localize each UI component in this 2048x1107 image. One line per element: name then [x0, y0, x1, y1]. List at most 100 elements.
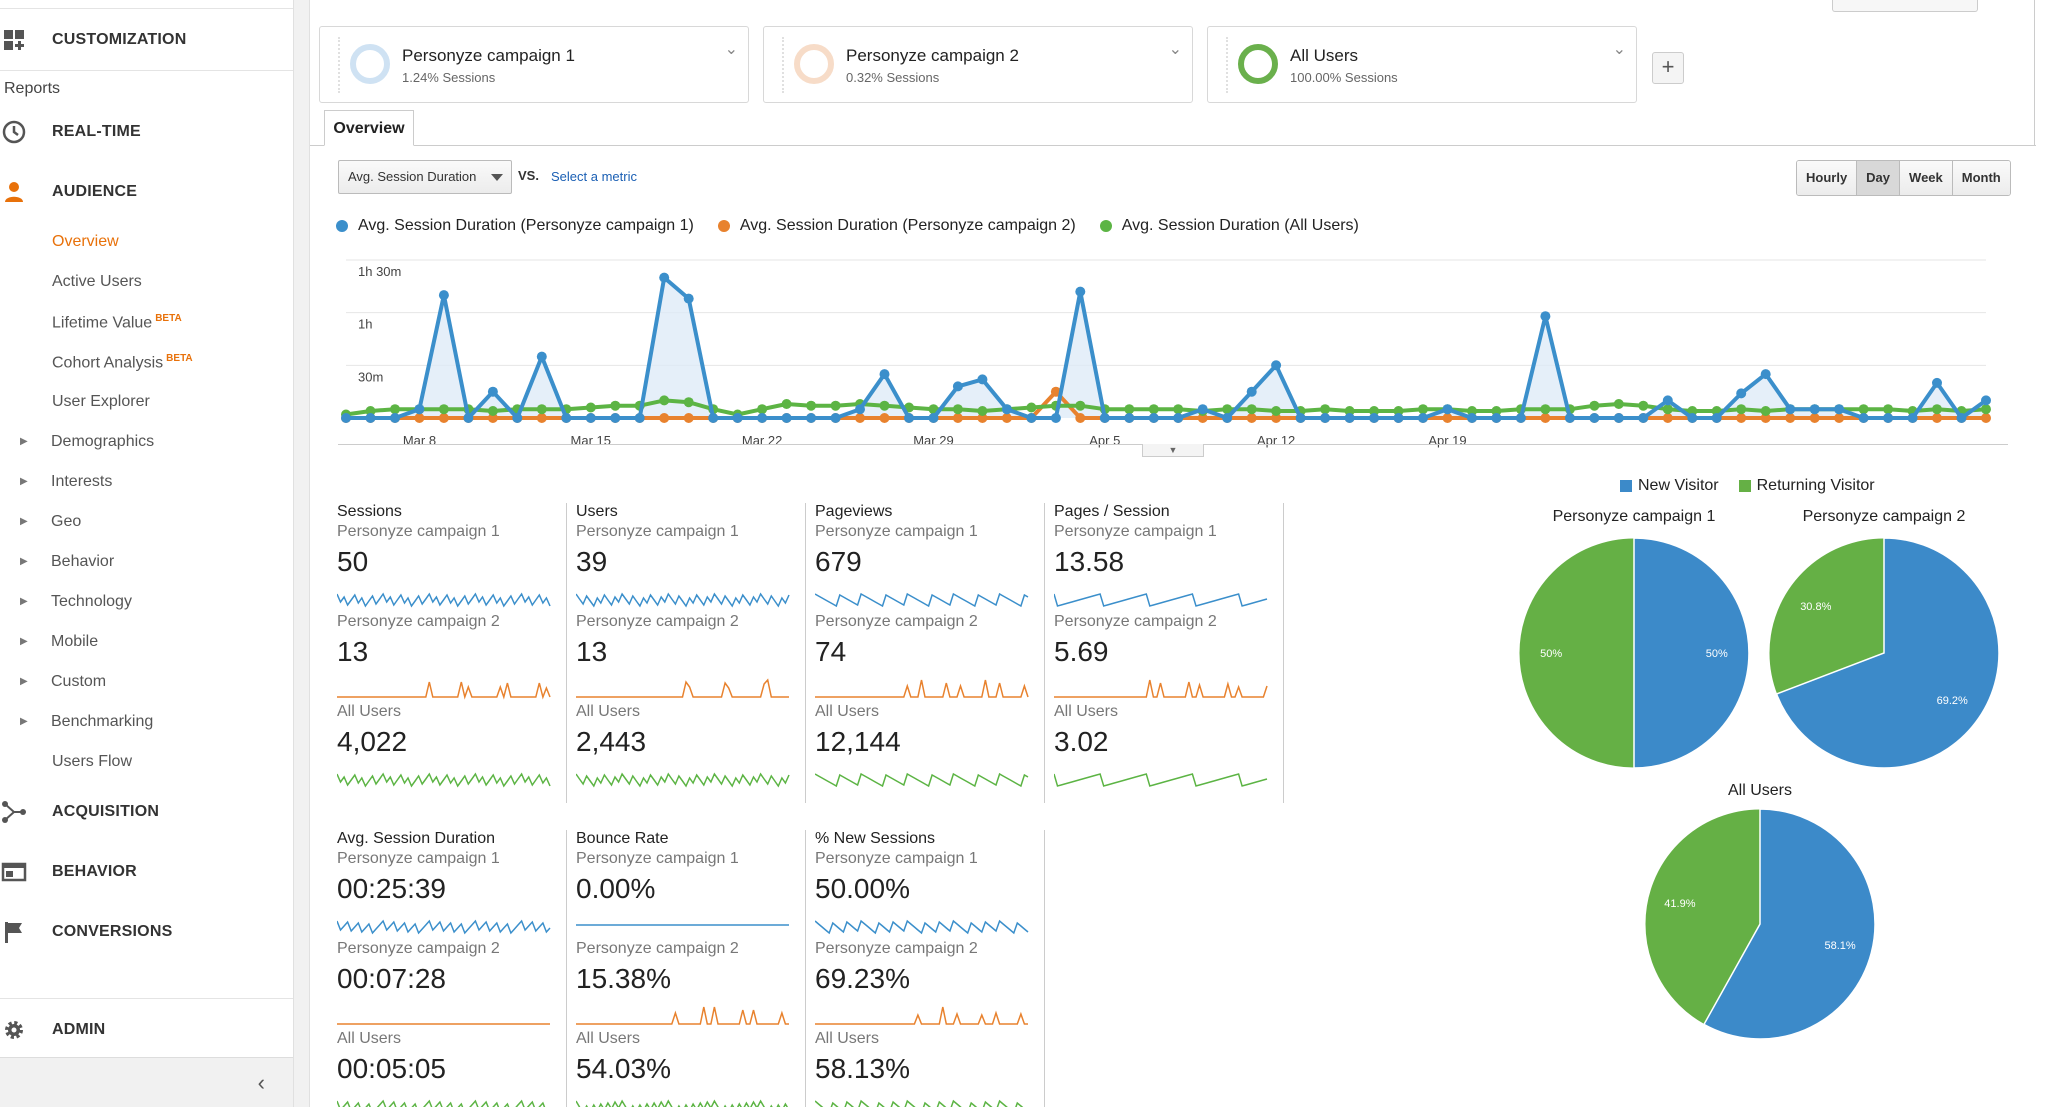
series-point[interactable] — [1222, 404, 1233, 415]
expand-arrow-icon[interactable]: ▶ — [20, 636, 28, 647]
pie-legend-item[interactable]: New Visitor — [1620, 477, 1719, 495]
series-point[interactable] — [365, 413, 376, 423]
series-point[interactable] — [1197, 404, 1208, 415]
pie-slice-new-visitor[interactable] — [1702, 808, 1876, 1040]
metric-tile[interactable]: Sessions Personyze campaign 1 50 Personyze … — [337, 503, 567, 803]
series-point[interactable] — [1662, 404, 1673, 415]
sidebar-item-behavior[interactable]: Behavior — [51, 553, 115, 570]
series-point[interactable] — [1271, 406, 1282, 416]
series-point[interactable] — [1589, 413, 1600, 423]
metric-select[interactable]: Avg. Session Duration — [338, 160, 512, 194]
series-point[interactable] — [1662, 395, 1673, 406]
sidebar-item-benchmarking[interactable]: Benchmarking — [51, 713, 154, 730]
expand-arrow-icon[interactable]: ▶ — [20, 476, 28, 487]
series-point[interactable] — [585, 402, 596, 413]
series-point[interactable] — [1148, 413, 1159, 423]
series-point[interactable] — [365, 406, 376, 416]
series-point[interactable] — [1932, 377, 1942, 388]
series-point[interactable] — [561, 413, 572, 423]
series-point[interactable] — [1932, 404, 1942, 415]
series-point[interactable] — [879, 400, 890, 411]
series-point[interactable] — [1173, 413, 1184, 423]
series-point[interactable] — [977, 374, 988, 385]
series-point[interactable] — [952, 413, 963, 423]
legend-item[interactable]: Avg. Session Duration (Personyze campaig… — [717, 217, 1076, 235]
series-point[interactable] — [634, 413, 645, 423]
series-point[interactable] — [1001, 413, 1012, 423]
series-point[interactable] — [1075, 286, 1086, 297]
series-point[interactable] — [512, 413, 523, 423]
series-point[interactable] — [855, 404, 865, 415]
series-point[interactable] — [1050, 413, 1061, 423]
series-point[interactable] — [341, 413, 351, 423]
series-point[interactable] — [1050, 386, 1061, 397]
series-point[interactable] — [1932, 413, 1942, 423]
series-point[interactable] — [1540, 404, 1551, 415]
series-point[interactable] — [1124, 413, 1135, 423]
series-point[interactable] — [1295, 413, 1306, 423]
series-point[interactable] — [757, 404, 768, 415]
series-point[interactable] — [977, 413, 988, 423]
chevron-down-icon[interactable]: ⌄ — [1612, 41, 1626, 58]
series-point[interactable] — [1907, 413, 1918, 423]
series-point[interactable] — [1271, 360, 1282, 371]
series-point[interactable] — [1540, 311, 1551, 322]
series-point[interactable] — [1760, 406, 1771, 416]
granularity-hourly-button[interactable]: Hourly — [1797, 161, 1858, 195]
metric-tile[interactable]: Users Personyze campaign 1 39 Personyze cam… — [576, 503, 806, 803]
series-point[interactable] — [1099, 413, 1110, 423]
series-point[interactable] — [1736, 413, 1747, 423]
metric-tile[interactable]: Pageviews Personyze campaign 1 679 Personyz… — [815, 503, 1045, 803]
series-point[interactable] — [1148, 404, 1159, 415]
chevron-down-icon[interactable]: ⌄ — [1168, 41, 1182, 58]
series-point[interactable] — [928, 413, 939, 423]
series-point[interactable] — [1467, 413, 1477, 423]
series-point[interactable] — [683, 413, 694, 423]
series-point[interactable] — [536, 351, 547, 362]
expand-arrow-icon[interactable]: ▶ — [20, 436, 28, 447]
series-point[interactable] — [1467, 406, 1477, 416]
pie-slice-new-visitor[interactable] — [1775, 537, 2000, 769]
series-point[interactable] — [1858, 413, 1869, 423]
series-point[interactable] — [1736, 388, 1747, 399]
series-point[interactable] — [1883, 413, 1894, 423]
metric-tile[interactable]: Bounce Rate Personyze campaign 1 0.00% Pers… — [576, 830, 806, 1107]
sidebar-item-acquisition[interactable]: ACQUISITION — [0, 798, 159, 826]
series-point[interactable] — [487, 386, 498, 397]
series-point[interactable] — [830, 413, 841, 423]
sidebar-item-geo[interactable]: Geo — [51, 513, 82, 530]
series-point[interactable] — [659, 395, 670, 406]
series-point[interactable] — [879, 413, 890, 423]
series-point[interactable] — [1246, 404, 1257, 415]
series-point[interactable] — [1001, 404, 1012, 415]
series-point[interactable] — [1760, 369, 1771, 380]
expand-arrow-icon[interactable]: ▶ — [20, 556, 28, 567]
series-point[interactable] — [1809, 413, 1820, 423]
series-point[interactable] — [1344, 406, 1355, 416]
sidebar-item-realtime[interactable]: REAL-TIME — [0, 118, 141, 146]
sidebar-item-cohort-analysis[interactable]: Cohort Analysis BETA — [52, 353, 193, 372]
select-metric-link[interactable]: Select a metric — [551, 169, 637, 184]
series-point[interactable] — [438, 290, 449, 301]
series-point[interactable] — [1858, 404, 1869, 415]
series-point[interactable] — [952, 404, 963, 415]
series-point[interactable] — [390, 404, 400, 415]
granularity-day-button[interactable]: Day — [1857, 161, 1901, 195]
series-point[interactable] — [1883, 404, 1894, 415]
series-point[interactable] — [1369, 406, 1380, 416]
segment-drag-handle[interactable] — [782, 37, 784, 93]
series-point[interactable] — [1515, 413, 1526, 423]
series-point[interactable] — [806, 400, 817, 411]
metric-tile[interactable]: % New Sessions Personyze campaign 1 50.00%… — [815, 830, 1045, 1107]
series-point[interactable] — [757, 413, 768, 423]
expand-arrow-icon[interactable]: ▶ — [20, 596, 28, 607]
sidebar-item-behavior[interactable]: BEHAVIOR — [0, 858, 137, 886]
series-point[interactable] — [1344, 413, 1355, 423]
segment-card[interactable]: All Users 100.00% Sessions ⌄ — [1207, 26, 1637, 103]
add-segment-button[interactable]: + — [1652, 52, 1684, 84]
series-point[interactable] — [1638, 400, 1649, 411]
series-point[interactable] — [781, 413, 792, 423]
series-point[interactable] — [1442, 404, 1453, 415]
sidebar-item-overview[interactable]: Overview — [52, 233, 119, 250]
visitor-pie-chart[interactable]: 58.1% 41.9% — [1643, 807, 1877, 1041]
